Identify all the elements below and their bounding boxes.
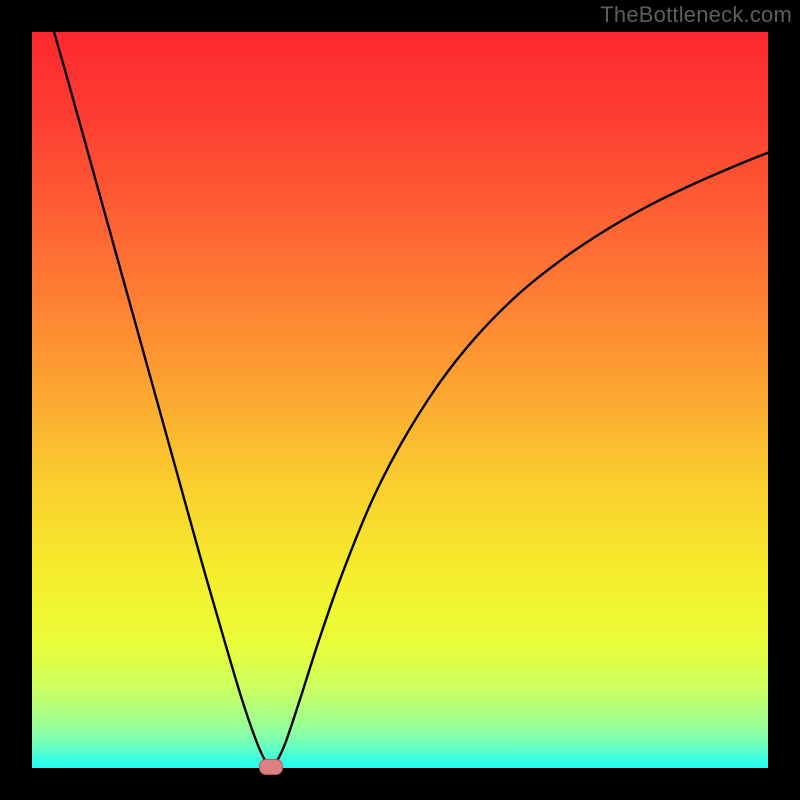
chart-frame: TheBottleneck.com [0, 0, 800, 800]
watermark-text: TheBottleneck.com [600, 2, 792, 28]
optimal-marker [259, 759, 283, 775]
plot-area [32, 32, 768, 768]
bottleneck-curve [32, 32, 768, 768]
